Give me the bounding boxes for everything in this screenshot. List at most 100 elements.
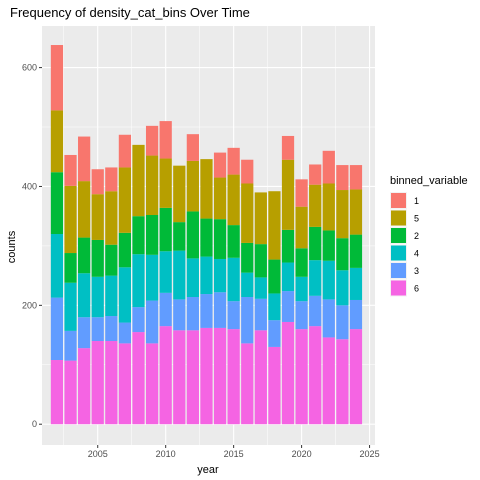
bar-segment — [213, 258, 227, 293]
bars — [50, 45, 363, 425]
bar-segment — [295, 329, 308, 425]
bar-segment — [78, 317, 91, 349]
bar-segment — [322, 230, 335, 261]
legend-label: 2 — [414, 231, 419, 241]
bar-segment — [118, 167, 132, 233]
bar-segment — [309, 184, 322, 227]
bar-segment — [145, 300, 159, 344]
bar-segment — [91, 194, 104, 240]
legend-swatch — [391, 193, 406, 208]
bar-segment — [295, 276, 308, 302]
bar-segment — [91, 340, 104, 425]
bar-segment — [64, 185, 77, 254]
bar-segment — [349, 267, 363, 300]
bar-segment — [159, 251, 172, 293]
bar-segment — [105, 316, 118, 341]
bar-segment — [145, 254, 159, 301]
legend-swatch — [391, 210, 406, 226]
bar-segment — [309, 295, 322, 327]
bar-segment — [173, 330, 186, 425]
bar-segment — [118, 232, 132, 268]
bar-segment — [268, 191, 281, 260]
x-tick-label: 2020 — [292, 449, 312, 459]
legend-label: 3 — [414, 266, 419, 276]
bar-segment — [295, 179, 308, 207]
bar-segment — [118, 267, 132, 323]
bar-segment — [227, 257, 240, 302]
bar-segment — [336, 190, 349, 239]
legend-swatch — [391, 263, 406, 278]
bar-segment — [50, 360, 64, 425]
bar-segment — [322, 337, 335, 425]
bar-segment — [309, 260, 322, 296]
bar-segment — [200, 327, 213, 425]
bar-segment — [105, 191, 118, 245]
bar-segment — [227, 301, 240, 330]
x-tick-label: 2015 — [224, 449, 244, 459]
bar-segment — [254, 298, 267, 331]
x-tick-label: 2005 — [88, 449, 108, 459]
bar-segment — [91, 317, 104, 341]
bar-segment — [186, 297, 199, 331]
bar-segment — [78, 136, 91, 182]
bar-segment — [336, 270, 349, 306]
bar-segment — [241, 297, 254, 344]
bar-segment — [268, 346, 281, 425]
legend-label: 1 — [414, 196, 419, 206]
bar-segment — [309, 326, 322, 425]
bar-segment — [281, 159, 295, 230]
bar-segment — [241, 159, 254, 184]
bar-segment — [241, 343, 254, 425]
bar-segment — [213, 292, 227, 328]
bar-segment — [349, 165, 363, 190]
bar-segment — [145, 214, 159, 255]
bar-segment — [227, 174, 240, 226]
bar-segment — [349, 234, 363, 268]
bar-segment — [91, 276, 104, 318]
bar-segment — [322, 183, 335, 231]
bar-segment — [227, 225, 240, 258]
bar-segment — [336, 238, 349, 271]
bar-segment — [50, 110, 64, 173]
bar-segment — [336, 339, 349, 425]
bar-segment — [268, 259, 281, 294]
bar-segment — [173, 250, 186, 300]
bar-segment — [159, 121, 172, 159]
bar-segment — [186, 134, 199, 161]
bar-segment — [132, 307, 145, 333]
bar-segment — [281, 321, 295, 425]
bar-segment — [281, 135, 295, 160]
bar-segment — [145, 125, 159, 156]
bar-segment — [227, 329, 240, 425]
x-tick-label: 2025 — [360, 449, 380, 459]
bar-segment — [186, 258, 199, 298]
bar-segment — [336, 305, 349, 340]
bar-segment — [322, 299, 335, 338]
x-axis-title: year — [197, 464, 219, 476]
bar-segment — [254, 330, 267, 425]
legend: binned_variable 1 5 2 4 3 6 — [390, 175, 468, 297]
bar-segment — [118, 134, 132, 168]
bar-segment — [281, 229, 295, 263]
bar-segment — [50, 45, 64, 111]
bar-segment — [64, 360, 77, 425]
bar-segment — [64, 154, 77, 186]
bar-segment — [159, 292, 172, 327]
bar-segment — [91, 239, 104, 277]
bar-segment — [241, 272, 254, 298]
bar-segment — [186, 160, 199, 212]
legend-title: binned_variable — [390, 175, 468, 187]
bar-segment — [281, 262, 295, 292]
legend-label: 4 — [414, 249, 419, 259]
legend-swatch — [391, 245, 406, 261]
bar-segment — [105, 167, 118, 192]
bar-segment — [241, 183, 254, 243]
bar-segment — [105, 340, 118, 425]
bar-segment — [349, 329, 363, 425]
bar-segment — [213, 152, 227, 178]
bar-segment — [50, 297, 64, 361]
legend-swatch — [391, 280, 406, 296]
legend-swatch — [391, 228, 406, 243]
bar-segment — [50, 172, 64, 235]
bar-segment — [50, 234, 64, 298]
